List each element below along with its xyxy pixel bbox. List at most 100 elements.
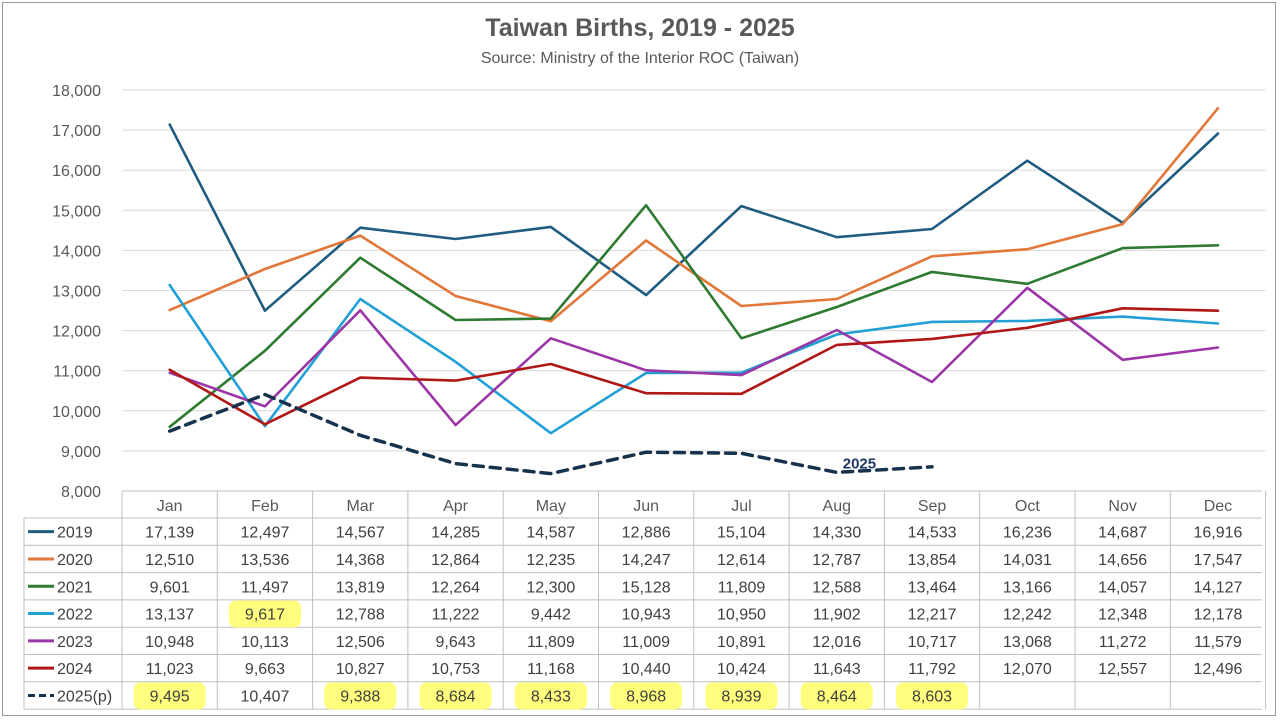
x-tick-label: Mar — [346, 498, 374, 515]
chart-title: Taiwan Births, 2019 - 2025 — [485, 14, 795, 42]
highlight-mark — [896, 682, 969, 710]
data-label: 8,603 — [912, 688, 952, 705]
data-label: 13,536 — [240, 552, 289, 569]
data-label: 12,787 — [812, 552, 861, 569]
data-label: 14,330 — [812, 525, 861, 542]
data-label: 10,891 — [717, 634, 766, 651]
data-label: 12,348 — [1098, 607, 1147, 624]
data-label: 11,579 — [1194, 634, 1242, 651]
data-label: 14,567 — [336, 525, 385, 542]
data-label: 10,407 — [240, 688, 289, 705]
data-label: 16,236 — [1003, 525, 1052, 542]
series-line-2024 — [168, 306, 1220, 426]
highlight-mark — [419, 682, 492, 710]
data-label: 14,687 — [1098, 525, 1147, 542]
y-tick-label: 10,000 — [52, 404, 101, 421]
data-label: 11,009 — [622, 634, 670, 651]
legend-label: 2022 — [57, 607, 93, 624]
data-label: 14,533 — [908, 525, 957, 542]
y-tick-label: 9,000 — [61, 444, 101, 461]
data-label: 12,217 — [908, 607, 957, 624]
data-label: 12,242 — [1003, 607, 1052, 624]
data-label: 14,057 — [1098, 579, 1147, 596]
data-label: 8,684 — [436, 688, 476, 705]
data-label: 12,496 — [1193, 661, 1242, 678]
legend-label: 2023 — [57, 634, 93, 651]
data-label: 13,854 — [908, 552, 957, 569]
x-tick-label: Oct — [1015, 498, 1040, 515]
x-tick-label: Jan — [157, 498, 183, 515]
data-label: 12,864 — [431, 552, 480, 569]
data-label: 10,950 — [717, 607, 766, 624]
data-label: 11,168 — [527, 661, 575, 678]
y-tick-label: 8,000 — [61, 484, 101, 501]
data-label: 12,497 — [240, 525, 289, 542]
data-label: 11,902 — [813, 607, 861, 624]
highlight-mark — [800, 682, 873, 710]
data-label: 8,433 — [531, 688, 571, 705]
y-tick-label: 16,000 — [52, 163, 101, 180]
data-label: 13,464 — [908, 579, 957, 596]
highlight-mark — [324, 682, 397, 710]
x-tick-label: Nov — [1108, 498, 1136, 515]
data-label: 13,068 — [1003, 634, 1052, 651]
data-label: 12,510 — [145, 552, 194, 569]
data-label: 9,617 — [245, 607, 285, 624]
x-tick-label: Jun — [633, 498, 659, 515]
legend-label: 2024 — [57, 661, 93, 678]
legend-label: 2025(p) — [57, 688, 112, 705]
y-tick-label: 18,000 — [52, 83, 101, 100]
data-label: 12,557 — [1098, 661, 1147, 678]
chart-subtitle: Source: Ministry of the Interior ROC (Ta… — [480, 50, 800, 67]
x-tick-label: Dec — [1204, 498, 1232, 515]
data-label: 8,968 — [626, 688, 666, 705]
data-label: 11,222 — [432, 607, 480, 624]
data-label: 10,440 — [622, 661, 671, 678]
data-label: 9,495 — [150, 688, 190, 705]
legend-label: 2019 — [57, 525, 93, 542]
data-label: 17,547 — [1193, 552, 1242, 569]
y-tick-label: 13,000 — [52, 284, 101, 301]
data-label: 14,285 — [431, 525, 480, 542]
highlight-mark — [514, 682, 587, 710]
y-tick-label: 11,000 — [53, 364, 101, 381]
data-label: 13,137 — [145, 607, 194, 624]
x-tick-label: Jul — [731, 498, 751, 515]
data-label: 10,948 — [145, 634, 194, 651]
data-label: 8,464 — [817, 688, 857, 705]
data-label: 14,656 — [1098, 552, 1147, 569]
highlight-mark — [705, 682, 778, 710]
data-label: 12,264 — [431, 579, 480, 596]
data-label: 12,016 — [812, 634, 861, 651]
x-tick-label: Feb — [251, 498, 279, 515]
x-tick-label: May — [536, 498, 566, 515]
data-label: 11,272 — [1099, 634, 1147, 651]
data-label: 11,497 — [241, 579, 289, 596]
data-label: 9,601 — [150, 579, 190, 596]
legend-label: 2020 — [57, 552, 93, 569]
data-label: 12,886 — [622, 525, 671, 542]
data-label: 10,827 — [336, 661, 385, 678]
data-label: 12,235 — [526, 552, 575, 569]
x-tick-label: Apr — [443, 498, 469, 515]
highlight-mark — [610, 682, 683, 710]
series-line-2021 — [168, 203, 1220, 429]
data-label: 8,939 — [721, 688, 761, 705]
data-label: 11,809 — [718, 579, 766, 596]
data-label: 14,368 — [336, 552, 385, 569]
data-label: 14,127 — [1193, 579, 1242, 596]
data-label: 12,506 — [336, 634, 385, 651]
data-label: 12,614 — [717, 552, 766, 569]
data-label: 9,388 — [340, 688, 380, 705]
y-tick-label: 14,000 — [52, 243, 101, 260]
data-label: 11,792 — [908, 661, 956, 678]
data-label: 15,128 — [622, 579, 671, 596]
data-label: 12,070 — [1003, 661, 1052, 678]
data-label: 10,424 — [717, 661, 766, 678]
data-label: 9,663 — [245, 661, 285, 678]
series-line-2023 — [168, 286, 1220, 427]
x-tick-label: Aug — [823, 498, 851, 515]
data-label: 9,442 — [531, 607, 571, 624]
